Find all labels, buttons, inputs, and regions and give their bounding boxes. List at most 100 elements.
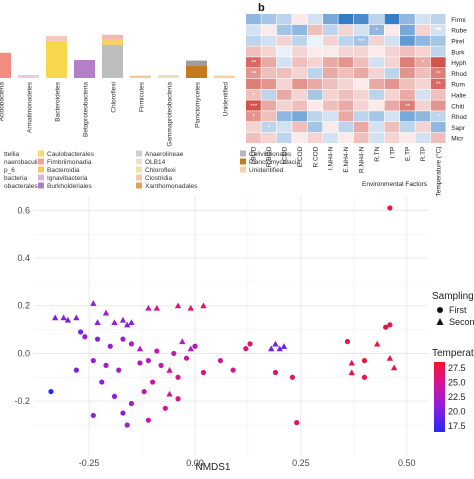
legend-label: naerobaculia (4, 159, 42, 166)
data-point-second (51, 314, 59, 321)
heatmap-column-label: R.NH4-N (359, 146, 366, 173)
x-tick-label: 0.25 (292, 458, 310, 468)
heatmap-cell (276, 46, 292, 57)
heatmap-cell (292, 89, 307, 100)
sampling-legend-title: Sampling (432, 291, 474, 302)
heatmap-cell (430, 111, 446, 122)
temperature-legend-title: Temperatu (432, 348, 474, 359)
data-point-first (200, 369, 207, 376)
heatmap-cell (246, 100, 261, 111)
heatmap-cell (292, 122, 307, 133)
significance-mark: *** (435, 28, 443, 34)
heatmap-row-label: Hyph (451, 60, 467, 67)
data-point-first (175, 396, 181, 402)
legend-label: Clostridia (145, 175, 172, 182)
heatmap-cell (246, 46, 261, 57)
plot-panel (34, 196, 428, 456)
heatmap-column-label: E.TP (405, 147, 412, 161)
data-point-first (137, 360, 143, 366)
legend-triangle-icon (436, 318, 444, 325)
heatmap-column-label: R.BOD (266, 146, 273, 167)
heatmap-cell (415, 24, 431, 35)
heatmap-cell (415, 78, 431, 89)
heatmap-cell (338, 14, 354, 25)
y-tick-label: 0.4 (17, 253, 30, 263)
heatmap-cell (323, 57, 338, 68)
bar-segment-bacteroidetes-1 (46, 36, 67, 41)
heatmap-cell (276, 89, 292, 100)
bar-segment-chloroflexi-1 (102, 39, 123, 45)
legend-label: OLB14 (145, 159, 166, 166)
heatmap-cell (338, 122, 354, 133)
heatmap-cell (292, 100, 307, 111)
heatmap-cell (261, 14, 277, 25)
y-tick-label: 0.6 (17, 205, 30, 215)
heatmap-cell (338, 78, 354, 89)
heatmap-column-label: E.NH4-N (343, 146, 350, 172)
bar-segment-planctomycetes-1 (186, 60, 207, 66)
significance-mark: * (268, 125, 271, 131)
heatmap-cell (369, 68, 384, 79)
heatmap-row-label: Rum (451, 82, 465, 89)
heatmap-cell (400, 100, 415, 111)
data-point-second (280, 343, 288, 349)
heatmap-cell (353, 68, 369, 79)
heatmap-cell (400, 122, 415, 133)
sampling-legend-label: Secon (449, 317, 474, 327)
data-point-second (187, 304, 194, 311)
heatmap-cell (369, 24, 384, 35)
heatmap-cell (246, 68, 261, 79)
data-point-first (116, 367, 122, 373)
heatmap-row-label: Firmi (451, 17, 465, 24)
data-point-first (141, 388, 147, 395)
heatmap-cell (353, 14, 369, 25)
significance-mark: * (376, 28, 379, 34)
data-point-second (348, 359, 355, 366)
panel-b-label: b (258, 2, 265, 14)
heatmap-cell (369, 14, 384, 25)
heatmap-cell (307, 24, 323, 35)
data-point-first (383, 324, 389, 330)
data-point-second (348, 369, 355, 376)
bar-segment-betaproteobacteria-0 (74, 60, 95, 78)
legend-label: obacterales (4, 183, 38, 190)
bar-segment-armatimonadetes-0 (18, 75, 39, 78)
heatmap-cell (276, 35, 292, 46)
heatmap-cell (430, 78, 446, 89)
legend-swatch (38, 150, 44, 157)
legend-label: Xanthomonadales (145, 183, 198, 190)
significance-mark: ** (251, 71, 256, 77)
data-point-second (386, 355, 394, 361)
bar-segment-bacteroidetes-0 (46, 40, 67, 78)
data-point-first (120, 410, 126, 416)
heatmap-cell (276, 24, 292, 35)
data-point-second (153, 304, 161, 311)
bar-segment-gammaproteobacteria-0 (158, 75, 179, 78)
x-tick-label-panel-a: Bacteroidetes (55, 81, 62, 121)
heatmap-column-label: E.COD (297, 146, 304, 167)
heatmap-cell (415, 89, 431, 100)
legend-label: bacteria (4, 175, 28, 182)
colorbar-tick-label: 25.0 (448, 377, 466, 387)
heatmap-cell (276, 122, 292, 133)
data-point-first (78, 329, 84, 335)
data-point-first (361, 374, 368, 380)
heatmap-cell (369, 132, 384, 143)
x-tick-label-panel-a: Unidentified (223, 82, 230, 117)
heatmap-cell (384, 57, 400, 68)
heatmap-cell (292, 111, 307, 122)
heatmap-cell (353, 24, 369, 35)
data-point-first (344, 338, 351, 345)
heatmap-cell (323, 89, 338, 100)
data-point-first (387, 322, 393, 328)
data-point-first (150, 379, 156, 385)
heatmap-cell (369, 57, 384, 68)
heatmap-cell (415, 111, 431, 122)
heatmap-cell (353, 122, 369, 133)
colorbar-tick-label: 17.5 (448, 421, 466, 431)
legend-swatch (136, 150, 142, 157)
heatmap-row-label: Burk (451, 49, 465, 56)
heatmap-cell (323, 46, 338, 57)
x-tick-label: 0.00 (186, 458, 204, 468)
heatmap-cell (246, 132, 261, 143)
